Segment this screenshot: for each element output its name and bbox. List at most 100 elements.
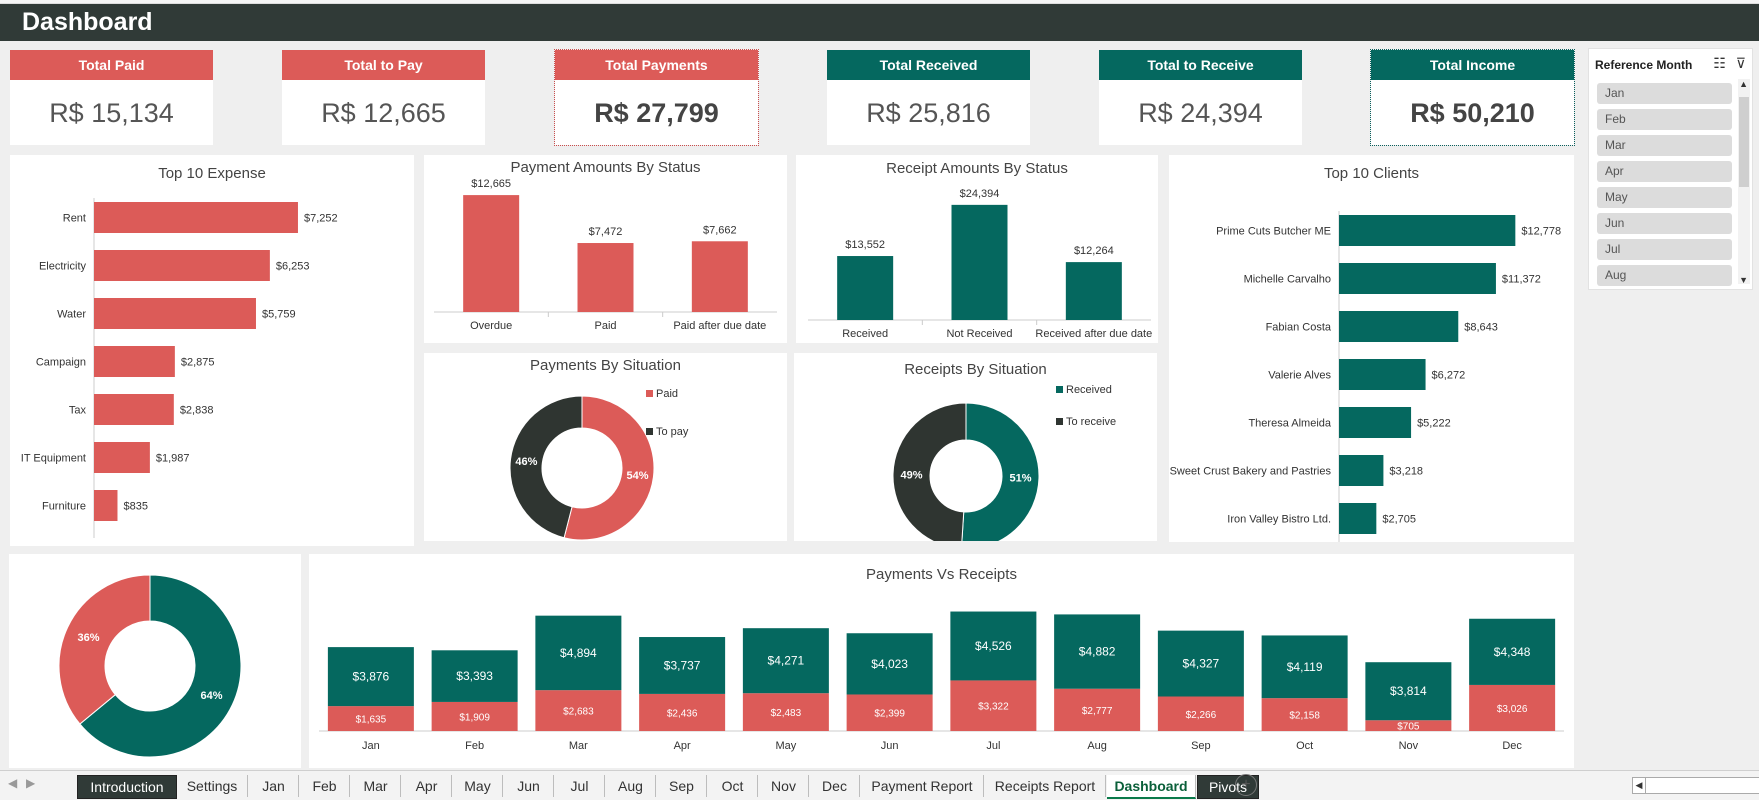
slicer-item-may[interactable]: May <box>1597 187 1732 208</box>
slicer-scroll-thumb[interactable] <box>1739 97 1749 187</box>
prev-sheet-icon[interactable]: ◀ <box>8 776 18 790</box>
horizontal-scrollbar[interactable]: ◀ <box>1632 777 1759 794</box>
slicer-item-aug[interactable]: Aug <box>1597 265 1732 286</box>
reference-month-slicer[interactable]: Reference Month ☷ ⊽ Jan Feb Mar Apr May … <box>1588 48 1753 290</box>
top10-clients-panel[interactable]: Top 10 Clients Prime Cuts Butcher ME $12,… <box>1169 155 1574 542</box>
bar <box>639 637 726 694</box>
sheet-tab-may[interactable]: May <box>453 775 503 797</box>
sheet-tab-aug[interactable]: Aug <box>606 775 656 797</box>
kpi-value: R$ 25,816 <box>866 98 991 128</box>
category-label: Dec <box>1502 740 1522 752</box>
next-sheet-icon[interactable]: ▶ <box>26 776 36 790</box>
category-label: May <box>775 740 796 752</box>
data-label: $4,327 <box>1183 657 1220 671</box>
slicer-item-feb[interactable]: Feb <box>1597 109 1732 130</box>
chart-title: Payment Amounts By Status <box>510 159 701 176</box>
category-label: Feb <box>465 740 484 752</box>
data-label: $12,264 <box>1074 245 1114 257</box>
data-label: $4,271 <box>768 654 805 668</box>
bar <box>535 615 622 691</box>
category-label: Rent <box>63 213 86 225</box>
kpi-label: Total to Pay <box>282 50 485 80</box>
multi-select-icon[interactable]: ☷ <box>1713 55 1726 71</box>
category-label: Prime Cuts Butcher ME <box>1216 226 1331 238</box>
data-label: $835 <box>123 501 147 513</box>
kpi-total-paid[interactable]: Total Paid R$ 15,134 <box>10 50 213 145</box>
slicer-item-mar[interactable]: Mar <box>1597 135 1732 156</box>
kpi-value: R$ 50,210 <box>1410 98 1535 128</box>
data-label: $4,119 <box>1287 660 1323 674</box>
sheet-tab-dashboard[interactable]: Dashboard <box>1107 775 1196 799</box>
sheet-tab-apr[interactable]: Apr <box>402 775 452 797</box>
sheet-tab-settings[interactable]: Settings <box>177 775 248 797</box>
scroll-up-icon[interactable]: ▲ <box>1739 79 1748 89</box>
sheet-tab-jun[interactable]: Jun <box>504 775 554 797</box>
data-label: $3,218 <box>1389 466 1423 478</box>
bar <box>846 633 933 695</box>
category-label: Electricity <box>39 261 87 273</box>
sheet-tab-sep[interactable]: Sep <box>657 775 707 797</box>
kpi-total-income[interactable]: Total Income R$ 50,210 <box>1370 49 1575 146</box>
sheet-tab-dec[interactable]: Dec <box>810 775 860 797</box>
kpi-total-received[interactable]: Total Received R$ 25,816 <box>827 50 1030 145</box>
data-label: $7,252 <box>304 213 338 225</box>
data-label: $7,662 <box>703 224 737 236</box>
bar <box>1261 635 1348 699</box>
category-label: Michelle Carvalho <box>1244 274 1331 286</box>
sheet-tab-payment-report[interactable]: Payment Report <box>861 775 984 797</box>
legend-label: To receive <box>1066 416 1116 428</box>
bar <box>1365 662 1452 721</box>
slicer-item-jul[interactable]: Jul <box>1597 239 1732 260</box>
add-sheet-button[interactable]: + <box>1235 774 1257 796</box>
category-label: Tax <box>69 405 87 417</box>
sheet-tab-oct[interactable]: Oct <box>708 775 758 797</box>
top10-expense-panel[interactable]: Top 10 Expense Rent $7,252 Electricity $6,2… <box>10 155 414 546</box>
slice <box>563 395 655 541</box>
bar <box>1469 618 1556 685</box>
sheet-tab-receipts-report[interactable]: Receipts Report <box>985 775 1106 797</box>
bar <box>431 701 518 731</box>
data-label: $8,643 <box>1464 322 1498 334</box>
sheet-tab-introduction[interactable]: Introduction <box>77 775 177 799</box>
receipt-status-panel[interactable]: Receipt Amounts By Status $13,552 Receive… <box>796 155 1158 343</box>
kpi-total-to-receive[interactable]: Total to Receive R$ 24,394 <box>1099 50 1302 145</box>
bar <box>327 647 414 707</box>
data-label: 46% <box>515 456 537 468</box>
slicer-item-jun[interactable]: Jun <box>1597 213 1732 234</box>
sheet-tab-jan[interactable]: Jan <box>249 775 299 797</box>
income-donut-panel[interactable]: 64% 36% <box>9 554 301 768</box>
scroll-left-icon[interactable]: ◀ <box>1633 778 1646 793</box>
payments-situation-panel[interactable]: Payments By Situation 54% 46% Paid To pay <box>424 353 787 541</box>
bar <box>94 346 175 377</box>
data-label: $12,665 <box>471 178 511 190</box>
bar <box>1339 263 1496 294</box>
payment-status-panel[interactable]: Payment Amounts By Status $12,665 Overdue… <box>424 155 787 343</box>
bar <box>1339 455 1384 486</box>
sheet-tab-mar[interactable]: Mar <box>351 775 401 797</box>
bar <box>742 693 829 731</box>
data-label: $3,737 <box>664 658 701 672</box>
receipts-situation-panel[interactable]: Receipts By Situation 51% 49% Received To r… <box>794 353 1157 541</box>
kpi-total-payments[interactable]: Total Payments R$ 27,799 <box>554 49 759 146</box>
sheet-tab-nov[interactable]: Nov <box>759 775 809 797</box>
category-label: IT Equipment <box>21 453 86 465</box>
slicer-item-apr[interactable]: Apr <box>1597 161 1732 182</box>
bar <box>1365 720 1452 731</box>
payments-vs-receipts-panel[interactable]: Payments Vs Receipts $1,635 $3,876 Jan $1,9… <box>309 554 1574 768</box>
clear-filter-icon[interactable]: ⊽ <box>1735 55 1746 71</box>
kpi-total-to-pay[interactable]: Total to Pay R$ 12,665 <box>282 50 485 145</box>
category-label: Theresa Almeida <box>1248 418 1331 430</box>
data-label: 36% <box>77 632 99 644</box>
category-label: Jun <box>881 740 899 752</box>
scroll-down-icon[interactable]: ▼ <box>1739 275 1748 285</box>
data-label: 49% <box>901 469 923 481</box>
sheet-tab-jul[interactable]: Jul <box>555 775 605 797</box>
page-title: Dashboard <box>22 8 153 36</box>
payments-vs-receipts-chart: $1,635 $3,876 Jan $1,909 $3,393 Feb $2,683 $4,8… <box>319 611 1564 752</box>
data-label: $1,909 <box>459 712 490 723</box>
slicer-item-jan[interactable]: Jan <box>1597 83 1732 104</box>
data-label: $2,705 <box>1382 514 1416 526</box>
category-label: Received <box>842 328 888 340</box>
bar <box>837 256 894 320</box>
sheet-tab-feb[interactable]: Feb <box>300 775 350 797</box>
